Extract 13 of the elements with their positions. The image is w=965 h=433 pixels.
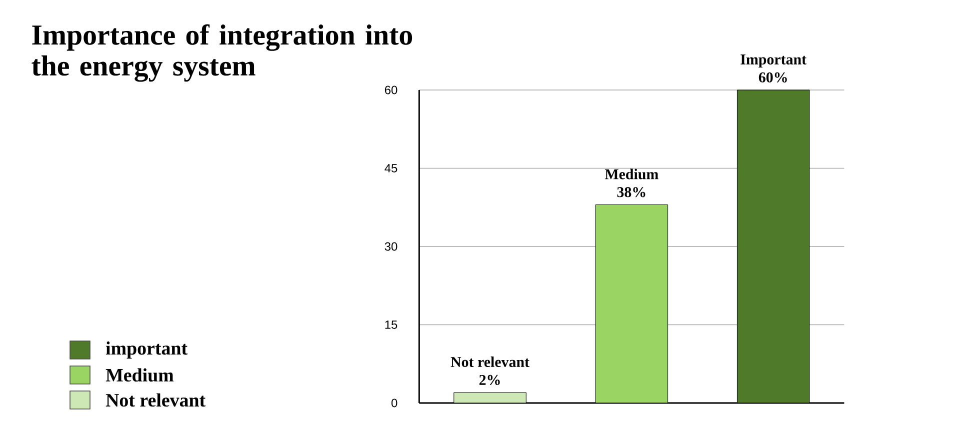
x-tick-label: Important: [740, 54, 806, 68]
chart-title: Importance of integration into the energy system: [32, 24, 412, 82]
y-tick-label: 15: [385, 320, 398, 329]
y-tick-label: 60: [384, 86, 398, 94]
y-tick-label: 0: [391, 398, 398, 408]
y-tick-label: 30: [384, 242, 398, 251]
legend-label: Not relevant: [106, 393, 206, 407]
data-label: 38%: [617, 187, 646, 198]
legend-label: Medium: [106, 368, 174, 382]
legend-label: important: [106, 341, 188, 359]
data-label: 2%: [479, 374, 500, 386]
data-label: 60%: [758, 72, 787, 82]
y-tick-label: 45: [384, 164, 398, 172]
